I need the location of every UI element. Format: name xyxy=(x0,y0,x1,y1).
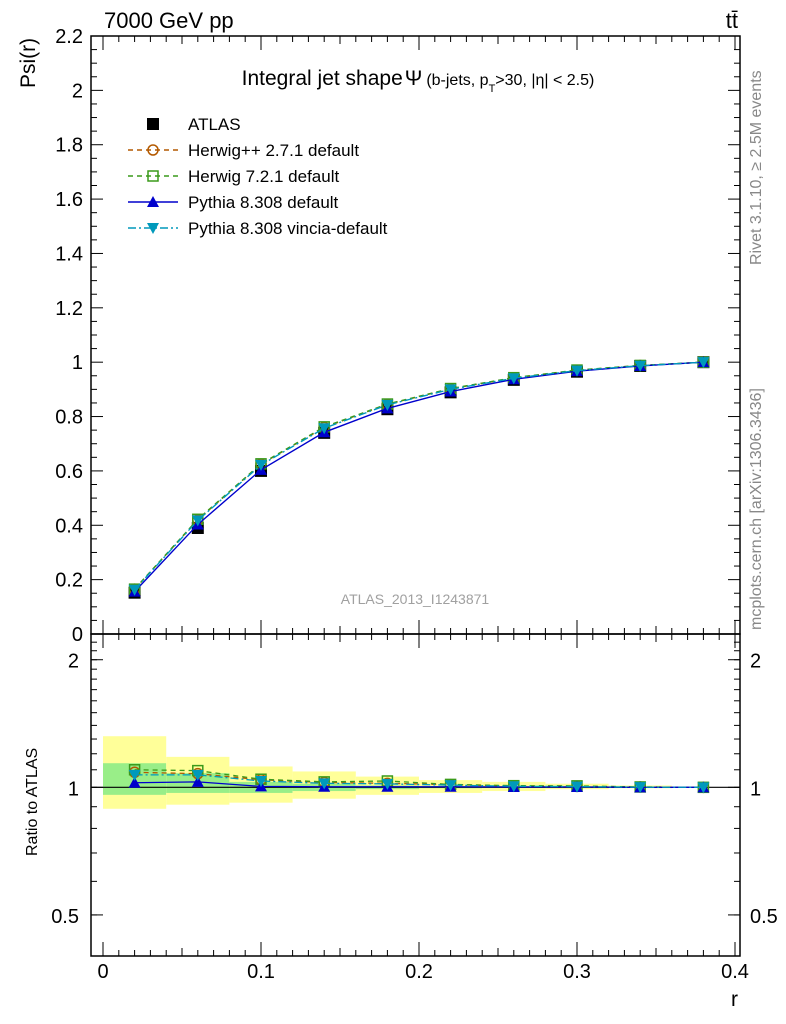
legend-label-pythia-8-308-default: Pythia 8.308 default xyxy=(188,193,339,212)
y-tick-label: 0 xyxy=(72,624,83,646)
data-point-pythia-8-308-vincia-default xyxy=(507,373,520,385)
x-axis-label: r xyxy=(731,988,738,1011)
y-tick-label: 2.2 xyxy=(55,26,83,48)
ratio-y-tick-label-right: 0.5 xyxy=(750,906,778,928)
y-axis-label: Psi(r) xyxy=(17,38,40,88)
ratio-point-pythia-8-308-default xyxy=(128,776,141,788)
analysis-watermark: ATLAS_2013_I1243871 xyxy=(341,591,490,607)
energy-label: 7000 GeV pp xyxy=(104,8,234,33)
y-tick-label: 1.6 xyxy=(55,189,83,211)
x-tick-label: 0.2 xyxy=(405,961,433,983)
ratio-point-pythia-8-308-vincia-default xyxy=(318,778,331,790)
ratio-point-pythia-8-308-vincia-default xyxy=(191,769,204,781)
legend-label-herwig-7-2-1-default: Herwig 7.2.1 default xyxy=(188,167,339,186)
data-point-pythia-8-308-vincia-default xyxy=(318,423,331,435)
series-line-pythia-8-308-vincia-default xyxy=(134,361,704,591)
y-tick-label: 0.4 xyxy=(55,515,83,537)
legend-label-atlas: ATLAS xyxy=(188,115,241,134)
ratio-line-pythia-8-308-vincia-default xyxy=(134,774,704,788)
x-tick-label: 0.1 xyxy=(247,961,275,983)
ratio-point-pythia-8-308-vincia-default xyxy=(634,782,647,794)
legend-marker-pythia-8-308-default xyxy=(147,196,159,207)
y-tick-label: 0.6 xyxy=(55,461,83,483)
y-tick-label: 1 xyxy=(72,352,83,374)
y-tick-label: 1.2 xyxy=(55,298,83,320)
y-tick-label: 1.8 xyxy=(55,135,83,157)
ratio-point-pythia-8-308-vincia-default xyxy=(571,781,583,793)
plot-title-sub-t: T xyxy=(489,83,496,95)
ratio-axis-ticks: 0.5 0.5 1 1 2 2 0 0.1 0.2 0.3 0.4 xyxy=(51,634,778,983)
ratio-y-tick-label: 0.5 xyxy=(51,906,79,928)
data-point-pythia-8-308-vincia-default xyxy=(634,360,647,372)
y-tick-label: 2 xyxy=(72,80,83,102)
data-point-pythia-8-308-vincia-default xyxy=(697,357,710,369)
legend: ATLAS Herwig++ 2.7.1 default Herwig 7.2.1 … xyxy=(128,115,388,238)
data-point-pythia-8-308-vincia-default xyxy=(381,399,394,411)
ratio-line-herwig-2-7-1-default xyxy=(134,771,704,788)
plot-title-sub-post: >30, |η| < 2.5) xyxy=(495,72,594,89)
data-point-pythia-8-308-vincia-default xyxy=(255,459,267,471)
ratio-y-axis-label: Ratio to ATLAS xyxy=(24,748,41,856)
ratio-y-tick-label: 1 xyxy=(68,778,79,800)
plot-title-main: Integral jet shape xyxy=(242,67,403,90)
ratio-y-tick-label: 2 xyxy=(68,651,79,673)
ratio-point-pythia-8-308-vincia-default xyxy=(697,782,710,794)
ratio-y-tick-label-right: 2 xyxy=(750,651,761,673)
main-series-layer xyxy=(128,356,710,599)
legend-marker-atlas xyxy=(147,118,159,130)
legend-marker-pythia-8-308-vincia-default xyxy=(147,223,159,234)
rivet-label: Rivet 3.1.10, ≥ 2.5M events xyxy=(748,70,765,265)
ratio-point-pythia-8-308-vincia-default xyxy=(255,775,267,787)
ratio-point-pythia-8-308-vincia-default xyxy=(444,780,457,792)
mcplots-label: mcplots.cern.ch [arXiv:1306.3436] xyxy=(748,388,765,630)
series-line-pythia-8-308-default xyxy=(134,361,704,593)
legend-marker-herwig-7-2-1-default xyxy=(147,170,159,182)
main-plot-panel: 0 0.2 0.4 0.6 0.8 1 1.2 1.4 1.6 1.8 2 2.2 Integral … xyxy=(17,26,741,646)
legend-label-pythia-8-308-vincia-default: Pythia 8.308 vincia-default xyxy=(188,219,388,238)
data-point-pythia-8-308-vincia-default xyxy=(571,365,583,377)
data-point-pythia-8-308-vincia-default xyxy=(444,384,457,396)
ratio-plot-panel: 0.5 0.5 1 1 2 2 0 0.1 0.2 0.3 0.4 Ratio to ATLAS r xyxy=(24,633,778,1011)
ratio-point-pythia-8-308-vincia-default xyxy=(381,778,394,790)
plot-title-sub-pre: (b-jets, p xyxy=(426,72,488,89)
ratio-uncertainty-bands xyxy=(91,736,740,809)
y-tick-label: 1.4 xyxy=(55,243,83,265)
ratio-point-pythia-8-308-vincia-default xyxy=(507,781,520,793)
ratio-plot-frame xyxy=(90,633,741,957)
ratio-series-layer xyxy=(128,764,710,794)
plot-title-symbol: Ψ xyxy=(405,67,423,90)
series-line-herwig-7-2-1-default xyxy=(134,361,704,590)
ratio-line-pythia-8-308-default xyxy=(134,781,704,788)
process-label: tt̄ xyxy=(726,8,738,33)
y-tick-label: 0.8 xyxy=(55,407,83,429)
ratio-point-pythia-8-308-vincia-default xyxy=(128,769,141,781)
x-tick-label: 0 xyxy=(97,961,108,983)
data-point-pythia-8-308-vincia-default xyxy=(128,584,141,596)
ratio-y-tick-label-right: 1 xyxy=(750,778,761,800)
y-tick-label: 0.2 xyxy=(55,570,83,592)
legend-marker-herwig-2-7-1-default xyxy=(147,144,159,156)
legend-label-herwig-2-7-1-default: Herwig++ 2.7.1 default xyxy=(188,141,359,160)
x-tick-label: 0.4 xyxy=(721,961,749,983)
ratio-point-pythia-8-308-default xyxy=(191,775,204,787)
x-tick-label: 0.3 xyxy=(563,961,591,983)
plot-title: Integral jet shapeΨ (b-jets, pT>30, |η| <… xyxy=(242,67,595,95)
main-axis-ticks: 0 0.2 0.4 0.6 0.8 1 1.2 1.4 1.6 1.8 2 2.2 xyxy=(55,26,740,646)
data-point-pythia-8-308-vincia-default xyxy=(191,515,204,527)
